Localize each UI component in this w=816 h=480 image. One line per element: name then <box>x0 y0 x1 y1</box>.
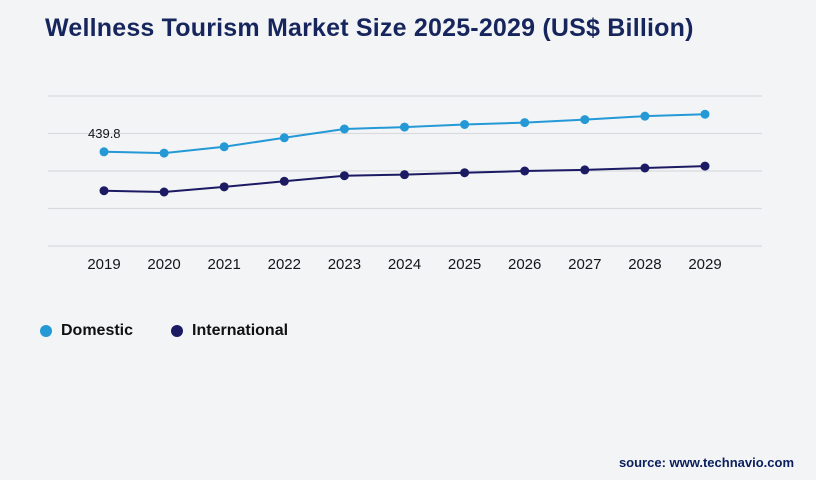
x-tick-label-2019: 2019 <box>87 256 120 273</box>
x-tick-label-2026: 2026 <box>508 256 541 273</box>
marker-domestic-2024 <box>400 122 409 132</box>
marker-domestic-2022 <box>279 133 289 143</box>
domestic-series-dot-icon <box>40 325 52 337</box>
marker-international-2020 <box>159 187 169 197</box>
x-tick-label-2023: 2023 <box>328 256 361 273</box>
x-tick-label-2020: 2020 <box>147 256 180 273</box>
x-tick-label-2029: 2029 <box>688 256 721 273</box>
x-tick-label-2027: 2027 <box>568 256 601 273</box>
marker-international-2028 <box>640 163 650 173</box>
marker-international-2022 <box>279 176 289 186</box>
legend-item-international[interactable]: International <box>171 322 288 340</box>
marker-domestic-2019 <box>99 147 109 157</box>
x-tick-label-2022: 2022 <box>268 256 301 273</box>
marker-domestic-2020 <box>159 148 169 158</box>
marker-domestic-2027 <box>580 115 590 125</box>
marker-international-2024 <box>400 170 409 180</box>
chart-title: Wellness Tourism Market Size 2025-2029 (… <box>45 14 694 42</box>
marker-domestic-2021 <box>219 142 229 152</box>
marker-domestic-2028 <box>640 111 650 121</box>
marker-domestic-2029 <box>700 109 710 119</box>
marker-international-2019 <box>99 186 109 196</box>
marker-domestic-2023 <box>339 124 349 134</box>
x-tick-label-2028: 2028 <box>628 256 661 273</box>
marker-domestic-2026 <box>520 118 530 128</box>
chart-legend: Domestic International <box>40 322 288 340</box>
marker-international-2029 <box>700 161 710 171</box>
source-attribution: source: www.technavio.com <box>618 455 794 470</box>
data-label-domestic: 439.8 <box>88 126 121 141</box>
x-tick-label-2021: 2021 <box>208 256 241 273</box>
x-tick-label-2025: 2025 <box>448 256 481 273</box>
marker-international-2025 <box>460 168 470 178</box>
international-series-dot-icon <box>171 325 184 337</box>
marker-international-2021 <box>219 182 229 192</box>
marker-international-2023 <box>339 171 349 181</box>
x-tick-label-2024: 2024 <box>388 256 421 273</box>
legend-label-domestic: Domestic <box>61 322 134 339</box>
legend-item-domestic[interactable]: Domestic <box>40 322 133 340</box>
marker-domestic-2025 <box>460 120 470 129</box>
marker-international-2026 <box>520 166 530 176</box>
legend-label-international: International <box>192 322 289 339</box>
marker-international-2027 <box>580 165 590 175</box>
